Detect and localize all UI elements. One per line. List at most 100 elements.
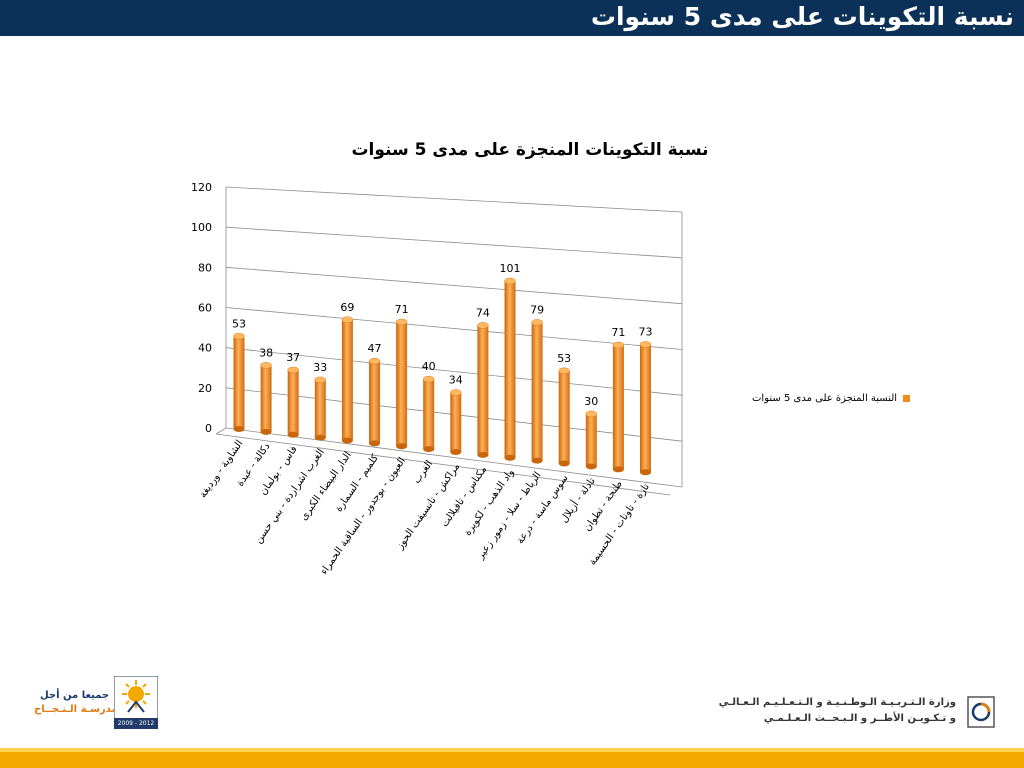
y-tick-label: 120 bbox=[191, 181, 212, 194]
floor-front-edge bbox=[215, 433, 671, 496]
gridline bbox=[225, 186, 683, 213]
y-tick-label: 20 bbox=[198, 382, 212, 395]
footer-bar bbox=[0, 748, 1024, 768]
bar-base bbox=[369, 440, 380, 447]
bar bbox=[558, 370, 570, 464]
legend-swatch bbox=[903, 394, 911, 402]
bar-base bbox=[640, 469, 651, 476]
ministry-line2: و تـكـويـن الأطــر و الـبـحــث الـعـلـمـ… bbox=[763, 713, 956, 724]
chart-title: نسبة التكوينات المنجزة على مدى 5 سنوات bbox=[351, 140, 709, 160]
bar-base bbox=[423, 446, 435, 453]
y-tick-label: 100 bbox=[191, 221, 212, 234]
bar-top bbox=[477, 322, 489, 329]
gridline bbox=[225, 347, 683, 396]
bar-base bbox=[612, 466, 624, 473]
bar-base bbox=[260, 428, 272, 435]
bar bbox=[585, 413, 597, 467]
y-tick-label: 0 bbox=[205, 422, 212, 435]
data-label: 40 bbox=[422, 360, 436, 373]
bar bbox=[341, 319, 353, 441]
footer-stripe bbox=[0, 748, 1024, 752]
bar-base bbox=[585, 463, 597, 470]
ministry-line1: وزارة الـتـربـيـة الـوطـنـيـة و الـتـعـل… bbox=[718, 697, 956, 708]
bar-top bbox=[531, 319, 543, 326]
bar-base bbox=[450, 449, 462, 456]
data-label: 37 bbox=[286, 351, 300, 364]
bar-top bbox=[639, 341, 652, 348]
bar bbox=[477, 325, 489, 455]
x-tick-label: سوس ماسة - درعة bbox=[515, 473, 571, 546]
bar-top bbox=[368, 357, 381, 365]
bar bbox=[233, 336, 245, 429]
bar bbox=[369, 361, 380, 444]
slide-title: نسبة التكوينات على مدى 5 سنوات bbox=[590, 2, 1014, 31]
bar-base bbox=[558, 460, 570, 467]
bar-base bbox=[531, 457, 543, 464]
x-tick-label: الدار البيضاء الكبرى bbox=[298, 450, 353, 523]
data-label: 30 bbox=[584, 395, 598, 408]
y-tick-label: 60 bbox=[198, 302, 212, 315]
floor-left-edge bbox=[215, 427, 227, 435]
bar-top bbox=[504, 277, 516, 285]
data-label: 34 bbox=[449, 374, 463, 387]
bar-base bbox=[314, 434, 326, 441]
footer-left-logo: جميعا من أجل مدرسـة الـنـجــاح 2009 - 20… bbox=[24, 676, 164, 732]
y-tick-label: 40 bbox=[198, 342, 212, 355]
bar-base bbox=[477, 451, 489, 458]
x-tick-label: الغرب bbox=[411, 459, 435, 486]
years-label: 2009 - 2012 bbox=[114, 718, 158, 729]
x-tick-label: الشاوية - ورديغة bbox=[198, 438, 246, 500]
ministry-logo: وزارة الـتـربـيـة الـوطـنـيـة و الـتـعـل… bbox=[719, 693, 1000, 733]
gridline bbox=[225, 266, 683, 305]
data-label: 53 bbox=[232, 317, 246, 330]
bar-top bbox=[422, 375, 435, 383]
bar-base bbox=[233, 426, 245, 432]
bar bbox=[640, 344, 651, 473]
gridline bbox=[225, 307, 683, 350]
top-banner: نسبة التكوينات على مدى 5 سنوات bbox=[0, 0, 1024, 36]
bar bbox=[396, 322, 408, 447]
slogan-line2: مدرسـة الـنـجــاح bbox=[34, 704, 118, 715]
bar bbox=[423, 379, 435, 450]
bar bbox=[450, 392, 462, 453]
bar-top bbox=[450, 389, 462, 396]
data-label: 71 bbox=[611, 326, 625, 339]
data-label: 79 bbox=[530, 303, 544, 316]
bar bbox=[287, 370, 299, 435]
data-label: 38 bbox=[259, 346, 273, 359]
bar-base bbox=[396, 443, 408, 450]
bar-top bbox=[585, 410, 598, 418]
bar-top bbox=[287, 366, 299, 374]
bar bbox=[260, 365, 272, 432]
data-label: 101 bbox=[500, 262, 521, 275]
legend-label: النسبة المنجزة على مدى 5 سنوات bbox=[752, 393, 898, 404]
data-label: 53 bbox=[557, 352, 571, 365]
data-label: 69 bbox=[340, 301, 354, 314]
bar-base bbox=[341, 437, 353, 444]
data-label: 71 bbox=[395, 303, 409, 316]
bar-top bbox=[558, 367, 570, 375]
bar-top bbox=[314, 376, 327, 384]
bar-top bbox=[395, 318, 408, 326]
bar-base bbox=[504, 454, 516, 461]
bar-top bbox=[612, 341, 625, 349]
y-tick-label: 80 bbox=[198, 261, 212, 274]
gridline bbox=[225, 226, 683, 259]
slogan-line1: جميعا من أجل bbox=[40, 690, 110, 701]
bar bbox=[314, 379, 326, 438]
bar-top bbox=[260, 362, 272, 369]
bar-top bbox=[233, 333, 245, 340]
gridline bbox=[225, 427, 683, 488]
data-label: 74 bbox=[476, 306, 490, 319]
chart-legend: النسبة المنجزة على مدى 5 سنوات bbox=[752, 393, 911, 404]
bar bbox=[504, 281, 516, 458]
bar-base bbox=[287, 431, 299, 438]
data-label: 47 bbox=[368, 342, 382, 355]
bar-top bbox=[341, 316, 354, 324]
data-label: 33 bbox=[313, 361, 327, 374]
data-label: 73 bbox=[639, 325, 653, 338]
bar bbox=[531, 322, 543, 461]
ministry-emblem-icon bbox=[967, 696, 995, 728]
bar bbox=[612, 345, 624, 470]
